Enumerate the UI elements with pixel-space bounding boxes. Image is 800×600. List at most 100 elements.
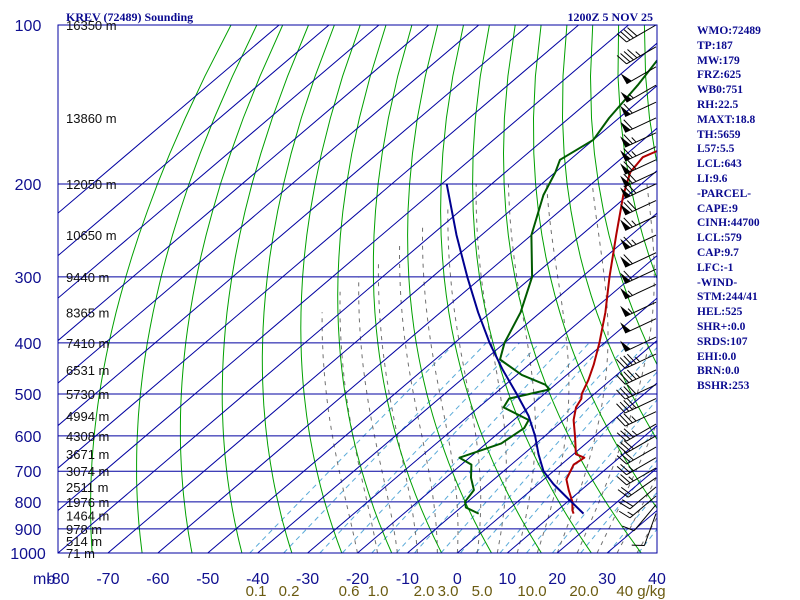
mixing-ratio-label: 3.0 xyxy=(438,583,459,600)
wind-barb-staff xyxy=(624,336,657,352)
wind-barb-feather xyxy=(620,453,631,463)
plot-frame xyxy=(57,24,658,554)
pressure-tick-label: 100 xyxy=(15,18,42,35)
wind-barb-staff xyxy=(624,369,657,385)
wind-barb xyxy=(616,384,657,400)
dry-adiabat-line xyxy=(561,25,657,441)
wind-barb-staff xyxy=(624,171,657,188)
isotherm-line xyxy=(58,25,380,299)
wind-barb-staff xyxy=(626,46,657,65)
wind-barb-feather xyxy=(619,387,630,398)
wind-barb-feather xyxy=(627,171,637,182)
sounding-index-item: BRN:0.0 xyxy=(697,365,740,378)
sounding-index-item: CAP:9.7 xyxy=(697,246,739,259)
height-label: 514 m xyxy=(66,534,102,549)
temperature-profile-line xyxy=(565,149,657,514)
height-label: 16350 m xyxy=(66,18,117,33)
wind-barb-flag xyxy=(620,136,631,148)
wind-barb-feather xyxy=(627,159,637,170)
moist-adiabat-line xyxy=(339,291,378,553)
wind-barb-feather xyxy=(623,371,633,382)
dry-adiabat-line xyxy=(136,25,258,553)
y-axis-unit-label: mb xyxy=(33,571,55,588)
moist-adiabat-line xyxy=(556,183,609,553)
mixing-ratio-line xyxy=(440,342,630,553)
height-label: 1976 m xyxy=(66,495,109,510)
sounding-index-item: HEL:525 xyxy=(697,306,743,319)
height-label: 13860 m xyxy=(66,111,117,126)
isotherm-line xyxy=(58,25,579,469)
moist-adiabat-line xyxy=(636,516,657,553)
wind-barb xyxy=(620,117,657,133)
isotherm-line xyxy=(58,25,280,214)
wind-barb-staff xyxy=(624,398,657,414)
wind-barb xyxy=(631,513,657,547)
wind-barb-flag xyxy=(620,121,631,133)
wind-barb-half-feather xyxy=(628,476,634,482)
wind-barb-flag xyxy=(620,105,631,117)
temperature-tick-label: 40 xyxy=(648,571,666,588)
wind-barb-half-feather xyxy=(634,372,641,378)
wind-barb-half-feather xyxy=(634,356,641,363)
temperature-tick-label: -70 xyxy=(96,571,119,588)
wind-barb xyxy=(616,411,657,427)
wind-barb xyxy=(620,171,657,188)
dry-adiabat-line xyxy=(589,25,657,366)
wind-barb xyxy=(620,215,657,231)
height-label: 9440 m xyxy=(66,270,109,285)
wind-barb-half-feather xyxy=(627,290,633,296)
wind-barb-feather xyxy=(623,236,633,247)
mixing-ratio-label: 5.0 xyxy=(472,583,493,600)
pressure-tick-label: 900 xyxy=(15,522,42,539)
wind-barb-half-feather xyxy=(635,51,641,57)
wind-barb-feather xyxy=(616,455,627,465)
wind-barb-feather xyxy=(616,374,626,385)
wind-barb-staff xyxy=(624,146,657,162)
wind-barb-feather xyxy=(619,414,630,425)
wind-barb-half-feather xyxy=(631,239,637,245)
wind-barb-feather xyxy=(623,119,633,130)
wind-barb-flag xyxy=(620,73,632,84)
wind-barb-feather xyxy=(623,217,633,228)
isotherm-line xyxy=(157,127,657,553)
wind-barb-feather xyxy=(616,55,627,65)
sounding-index-item: WMO:72489 xyxy=(697,25,761,37)
wind-barb-feather xyxy=(616,33,627,43)
sounding-index-item: CAPE:9 xyxy=(697,202,738,215)
wind-barb xyxy=(620,301,657,318)
temperature-tick-label: -20 xyxy=(346,571,369,588)
wind-barb-feather xyxy=(623,185,633,196)
temperature-tick-label: 0 xyxy=(453,571,462,588)
wind-barb-staff xyxy=(624,200,657,216)
mixing-ratio-label: 20.0 xyxy=(569,583,598,600)
wind-barb-flag xyxy=(620,305,631,317)
wind-barb-feather xyxy=(616,432,627,442)
dry-adiabat-line xyxy=(502,25,642,553)
wind-barb-flag xyxy=(620,219,631,231)
wind-barb-staff xyxy=(624,183,657,199)
height-label: 7410 m xyxy=(66,336,109,351)
isotherm-line xyxy=(307,254,657,553)
wind-barb xyxy=(620,159,657,175)
dry-adiabat-line xyxy=(472,25,592,553)
wind-barb-feather xyxy=(623,161,633,172)
wind-barb-staff xyxy=(624,117,657,133)
wind-barb-feather xyxy=(627,200,637,211)
dry-adiabat-line xyxy=(90,25,232,553)
dry-adiabat-line xyxy=(221,25,309,553)
mixing-ratio-line xyxy=(341,342,541,553)
isotherm-line xyxy=(58,25,629,512)
sounding-index-item: WB0:751 xyxy=(697,84,743,97)
sounding-index-item: TP:187 xyxy=(697,39,733,52)
height-label: 978 m xyxy=(66,522,102,537)
wind-barb-flag xyxy=(620,340,631,352)
wind-barb-staff xyxy=(624,384,657,400)
mixing-ratio-label: 40 g/kg xyxy=(616,583,665,600)
wind-barb-feather xyxy=(623,270,633,281)
wind-barb-feather xyxy=(620,53,631,63)
moist-adiabat-line xyxy=(358,276,398,553)
sounding-index-item: LFC:-1 xyxy=(697,261,734,274)
wind-barb xyxy=(616,46,657,65)
dry-adiabat-line xyxy=(407,25,492,553)
wind-barb-staff xyxy=(624,268,657,284)
